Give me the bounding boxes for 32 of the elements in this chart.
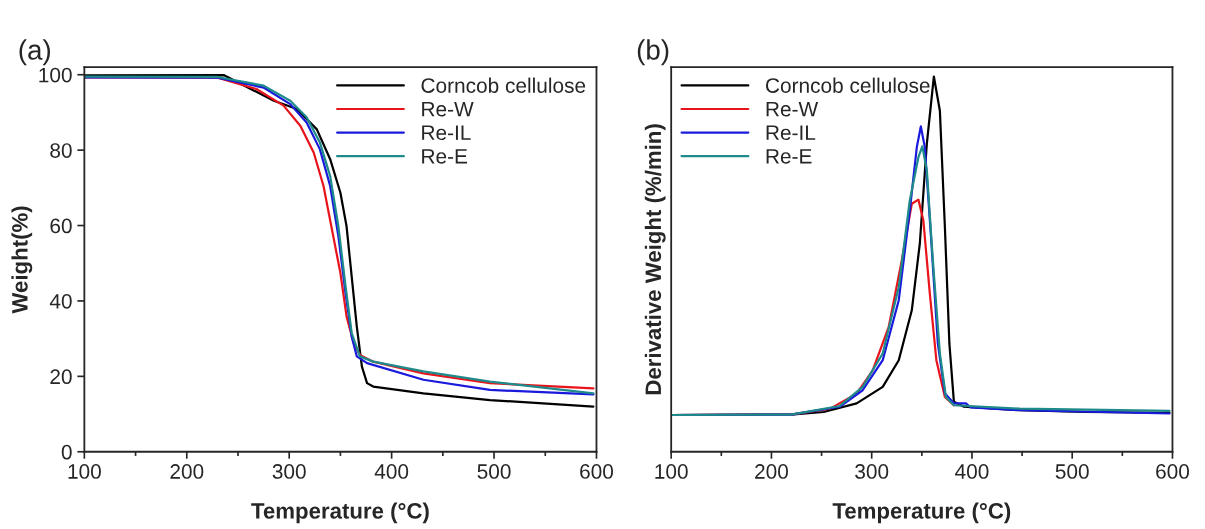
legend-label: Corncob cellulose bbox=[765, 77, 930, 93]
x-tick-label: 100 bbox=[68, 464, 101, 479]
x-tick-label: 300 bbox=[855, 464, 889, 479]
x-tick-label: 200 bbox=[170, 464, 204, 479]
legend-label: Re-E bbox=[766, 149, 812, 164]
x-axis-title: Temperature (°C) bbox=[251, 502, 429, 524]
y-tick-label: 0 bbox=[61, 444, 72, 460]
y-tick-label: 20 bbox=[50, 369, 72, 385]
y-tick-label: 80 bbox=[50, 143, 72, 158]
x-axis-title: Temperature (°C) bbox=[832, 502, 1011, 524]
x-tick-label: 400 bbox=[955, 464, 989, 479]
y-axis-title: Derivative Weight (%/min) bbox=[644, 124, 666, 395]
chart-title: (b) bbox=[637, 39, 669, 66]
x-tick-label: 500 bbox=[1055, 464, 1089, 479]
legend-label: Re-W bbox=[766, 101, 819, 117]
y-tick-label: 60 bbox=[50, 218, 72, 234]
legend-label: Re-IL bbox=[766, 125, 816, 141]
y-tick-label: 40 bbox=[49, 293, 72, 309]
y-tick-label: 100 bbox=[39, 67, 72, 83]
x-tick-label: 600 bbox=[1156, 464, 1190, 479]
x-tick-label: 400 bbox=[374, 464, 409, 479]
y-axis-title: Weight(%) bbox=[11, 206, 33, 314]
chart-title: (a) bbox=[19, 39, 50, 66]
legend-label: Re-E bbox=[422, 149, 468, 164]
legend-label: Corncob cellulose bbox=[421, 77, 586, 93]
x-tick-label: 600 bbox=[580, 464, 614, 479]
legend-label: Re-W bbox=[422, 101, 474, 117]
x-tick-label: 500 bbox=[477, 464, 511, 479]
x-tick-label: 100 bbox=[655, 464, 688, 479]
x-tick-label: 300 bbox=[272, 464, 306, 479]
x-tick-label: 200 bbox=[755, 464, 789, 479]
legend-label: Re-IL bbox=[422, 125, 471, 141]
